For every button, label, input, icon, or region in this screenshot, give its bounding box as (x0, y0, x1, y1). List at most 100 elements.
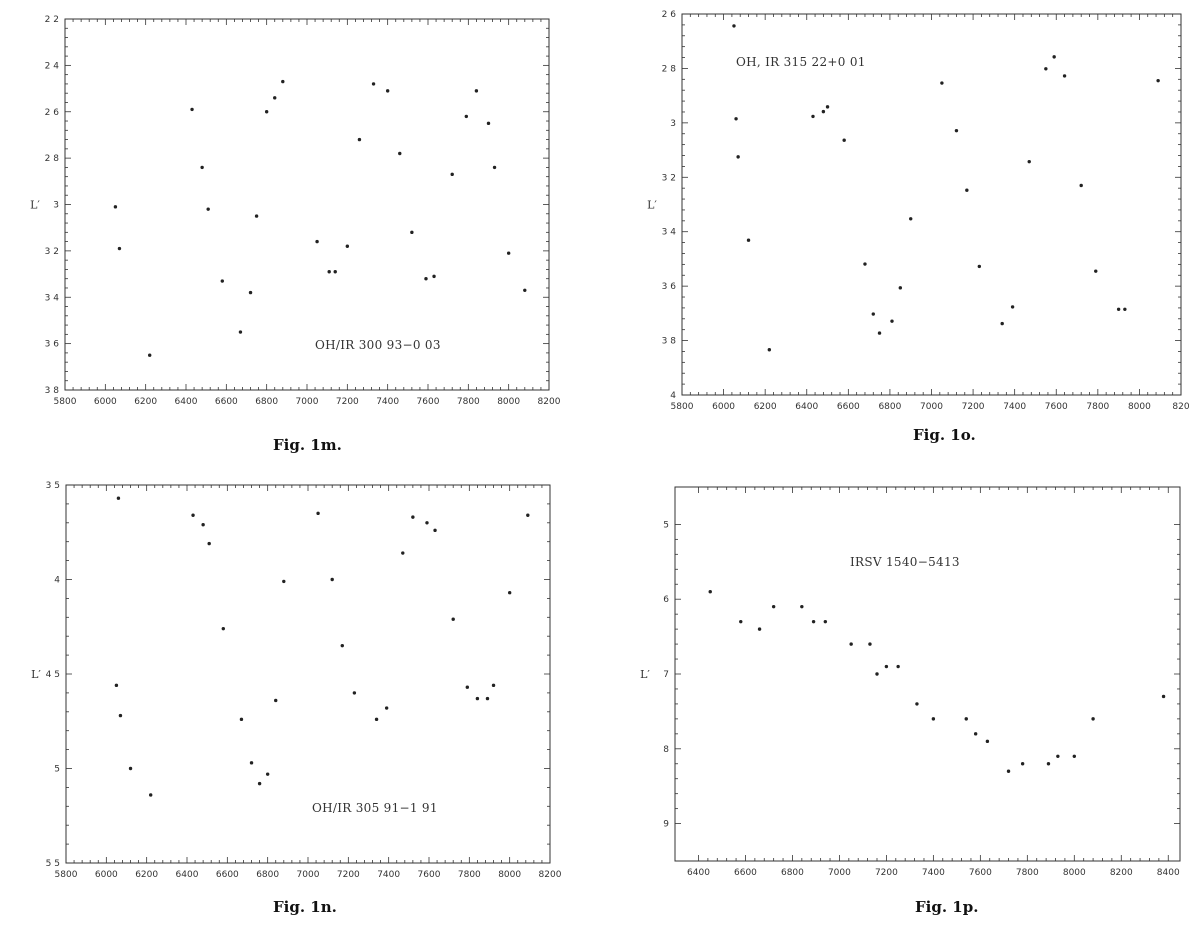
fig-1n-data-point (249, 761, 254, 765)
fig-1n-xtick-label: 7200 (337, 870, 360, 880)
fig-1n-data-point (475, 696, 480, 701)
fig-1m-data-point (315, 239, 319, 244)
fig-1p-data-point (985, 739, 990, 744)
fig-1n-data-point (401, 551, 405, 555)
fig-1n-data-point (330, 577, 334, 582)
fig-1p-data-point (896, 664, 900, 669)
fig-1p-data-point (931, 717, 936, 721)
fig-1p-data-point (884, 664, 889, 669)
fig-1o-ytick-label: 3 8 (662, 337, 677, 347)
fig-1o-ytick-label: 3 (670, 119, 676, 129)
fig-1m-data-point (206, 207, 210, 211)
fig-1n-data-point (316, 511, 320, 516)
fig-1p-data-point (849, 642, 853, 646)
fig-1p-ytick-label: 8 (663, 745, 669, 755)
fig-1o-data-point (1094, 269, 1098, 273)
fig-1p-data-point (757, 627, 762, 631)
fig-1n-xtick-label: 6600 (216, 870, 239, 880)
fig-1m-xtick-label: 6400 (175, 397, 198, 407)
fig-1o-data-point (842, 138, 846, 142)
fig-1n-data-point (425, 521, 429, 525)
fig-1n-data-point (485, 696, 490, 701)
fig-1o-data-point (863, 262, 867, 266)
fig-1o-xtick-label: 7200 (962, 402, 985, 412)
fig-1p-ytick-label: 6 (663, 595, 669, 605)
fig-1m-xtick-label: 7200 (336, 397, 359, 407)
fig-1m-ytick-label: 2 2 (45, 15, 59, 25)
fig-1o-data-point (821, 109, 826, 114)
fig-1m-ylabel: L′ (30, 199, 40, 212)
fig-1p-data-point (1046, 762, 1051, 766)
fig-1m-plot-frame (64, 18, 550, 391)
fig-1n-xtick-label: 6800 (256, 870, 279, 880)
fig-1o-data-point (909, 217, 913, 221)
fig-1p-xtick-label: 8400 (1157, 868, 1180, 878)
fig-1m-data-point (357, 137, 362, 142)
fig-1n-xtick-label: 6000 (95, 870, 118, 880)
fig-1n-annotation: OH/IR 305 91−1 91 (312, 801, 438, 815)
fig-1p-data-point (800, 604, 804, 609)
fig-1n-ytick-label: 5 (54, 765, 60, 775)
fig-1o-data-point (890, 319, 894, 323)
fig-1o-xtick-label: 8000 (1128, 402, 1151, 412)
fig-1m-data-point (450, 172, 454, 177)
fig-1o-xtick-label: 5800 (671, 402, 694, 412)
fig-1n-xtick-label: 5800 (55, 870, 78, 880)
fig-1n-xtick-label: 7800 (458, 870, 481, 880)
fig-1p-data-point (1056, 754, 1060, 758)
fig-1n-data-point (451, 617, 455, 621)
fig-1o-xtick-label: 7800 (1086, 402, 1109, 412)
fig-1m-xtick-label: 6800 (255, 397, 278, 407)
fig-1n-data-point (116, 496, 121, 500)
fig-1o-ylabel: L′ (647, 199, 657, 212)
fig-1p-xtick-label: 7800 (1016, 868, 1039, 878)
fig-1m-data-point (424, 277, 428, 281)
fig-1m-data-point (371, 82, 376, 86)
fig-1n-data-point (239, 717, 244, 722)
fig-1n-xtick-label: 8000 (498, 870, 521, 880)
fig-1p-ylabel: L′ (640, 668, 650, 681)
fig-1p-annotation: IRSV 1540−5413 (850, 555, 960, 569)
fig-1o-data-point (767, 348, 772, 352)
fig-1p-data-point (875, 672, 879, 676)
fig-1o-ytick-label: 3 6 (662, 282, 677, 292)
fig-1p-xtick-label: 8000 (1063, 868, 1086, 878)
fig-1m-xtick-label: 5800 (54, 397, 77, 407)
fig-1m-data-point (486, 121, 491, 126)
fig-1m-data-point (385, 89, 390, 93)
fig-1o-data-point (1156, 78, 1160, 83)
caption-fig-1n: Fig. 1n. (273, 898, 337, 916)
fig-1p-data-point (1091, 717, 1095, 721)
fig-1m-data-point (464, 114, 469, 119)
fig-1m-ytick-label: 3 8 (45, 386, 60, 396)
fig-1p-data-point (708, 590, 712, 594)
fig-1n-data-point (507, 591, 512, 595)
fig-1n-data-point (384, 706, 389, 710)
fig-1m-xtick-label: 6600 (215, 397, 238, 407)
fig-1o-plot-frame (681, 13, 1182, 396)
fig-1m-data-point (432, 274, 436, 279)
fig-1o-data-point (965, 188, 969, 192)
fig-1n-data-point (149, 793, 153, 797)
fig-1n-plot-frame (65, 484, 551, 864)
chart-fig-1p: 6400 6600 6800 7000 7200 7400 7600 7800 8000 8200… (640, 486, 1181, 878)
fig-1m-data-point (200, 165, 204, 170)
fig-1o-data-point (746, 238, 751, 242)
fig-1p-data-point (868, 642, 872, 646)
fig-1m-data-point (117, 246, 122, 251)
fig-1o-data-point (940, 81, 944, 85)
fig-1n-xtick-label: 7400 (377, 870, 400, 880)
fig-1n-data-point (491, 683, 496, 688)
fig-1o-xtick-label: 6000 (712, 402, 735, 412)
fig-1o-ytick-label: 2 6 (662, 10, 677, 20)
fig-1p-data-point (1161, 694, 1166, 699)
fig-1n-data-point (274, 698, 278, 703)
fig-1n-data-point (191, 513, 195, 517)
fig-1p-data-point (1006, 769, 1011, 773)
fig-1p-xtick-label: 7200 (875, 868, 898, 878)
caption-fig-1p: Fig. 1p. (915, 898, 979, 916)
fig-1o-xtick-label: 6200 (754, 402, 777, 412)
fig-1o-xtick-label: 6600 (837, 402, 860, 412)
fig-1m-data-point (333, 270, 337, 274)
chart-fig-1m: 5800 6000 6200 6400 6600 6800 7000 7200 7400 7600… (30, 15, 561, 407)
